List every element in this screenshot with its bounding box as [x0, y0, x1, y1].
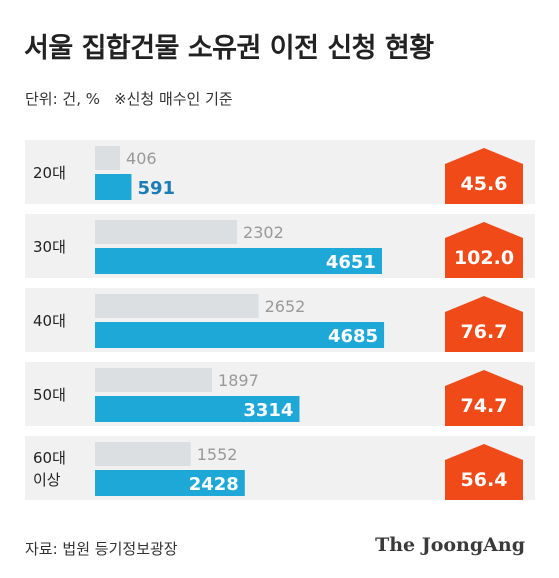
value-label-current: 4685 — [328, 326, 378, 347]
value-label-current: 3314 — [243, 400, 293, 421]
bar-current — [95, 174, 132, 200]
change-badge — [445, 444, 523, 500]
chart-subtitle: 단위: 건, % ※신청 매수인 기준 — [25, 88, 233, 109]
value-label-current: 591 — [137, 178, 175, 199]
bar-prior — [95, 220, 238, 244]
change-label: 45.6 — [461, 173, 508, 195]
change-badge — [445, 370, 523, 426]
change-label: 76.7 — [461, 321, 508, 343]
chart-title: 서울 집합건물 소유권 이전 신청 현황 — [24, 33, 434, 64]
unit-label: 단위: 건, % — [25, 90, 101, 108]
bar-prior — [95, 368, 213, 392]
value-label-prior: 2652 — [265, 297, 306, 316]
bar-current — [95, 470, 245, 496]
category-label: 40대 — [33, 312, 66, 330]
bar-current — [95, 322, 385, 348]
value-label-prior: 1897 — [218, 371, 259, 390]
category-label: 50대 — [33, 386, 66, 404]
basis-note: ※신청 매수인 기준 — [114, 90, 233, 108]
value-label-prior: 406 — [126, 149, 157, 168]
source-note: 자료: 법원 등기정보광장 — [25, 540, 178, 558]
bar-current — [95, 396, 300, 422]
change-badge — [445, 148, 523, 204]
value-label-prior: 2302 — [243, 223, 284, 242]
change-label: 102.0 — [454, 247, 514, 269]
brand-logo: The JoongAng — [375, 534, 525, 556]
value-label-prior: 1552 — [197, 445, 238, 464]
value-label-current: 2428 — [189, 474, 239, 495]
category-label: 30대 — [33, 238, 66, 256]
change-badge — [445, 222, 523, 278]
value-label-current: 4651 — [326, 252, 376, 273]
bar-prior — [95, 146, 121, 170]
bar-prior — [95, 442, 191, 466]
category-label: 60대 — [33, 449, 66, 467]
change-label: 74.7 — [461, 395, 508, 417]
bar-prior — [95, 294, 259, 318]
category-label: 20대 — [33, 164, 66, 182]
bar-current — [95, 248, 382, 274]
change-label: 56.4 — [461, 469, 508, 491]
category-label: 이상 — [33, 471, 61, 489]
change-badge — [445, 296, 523, 352]
